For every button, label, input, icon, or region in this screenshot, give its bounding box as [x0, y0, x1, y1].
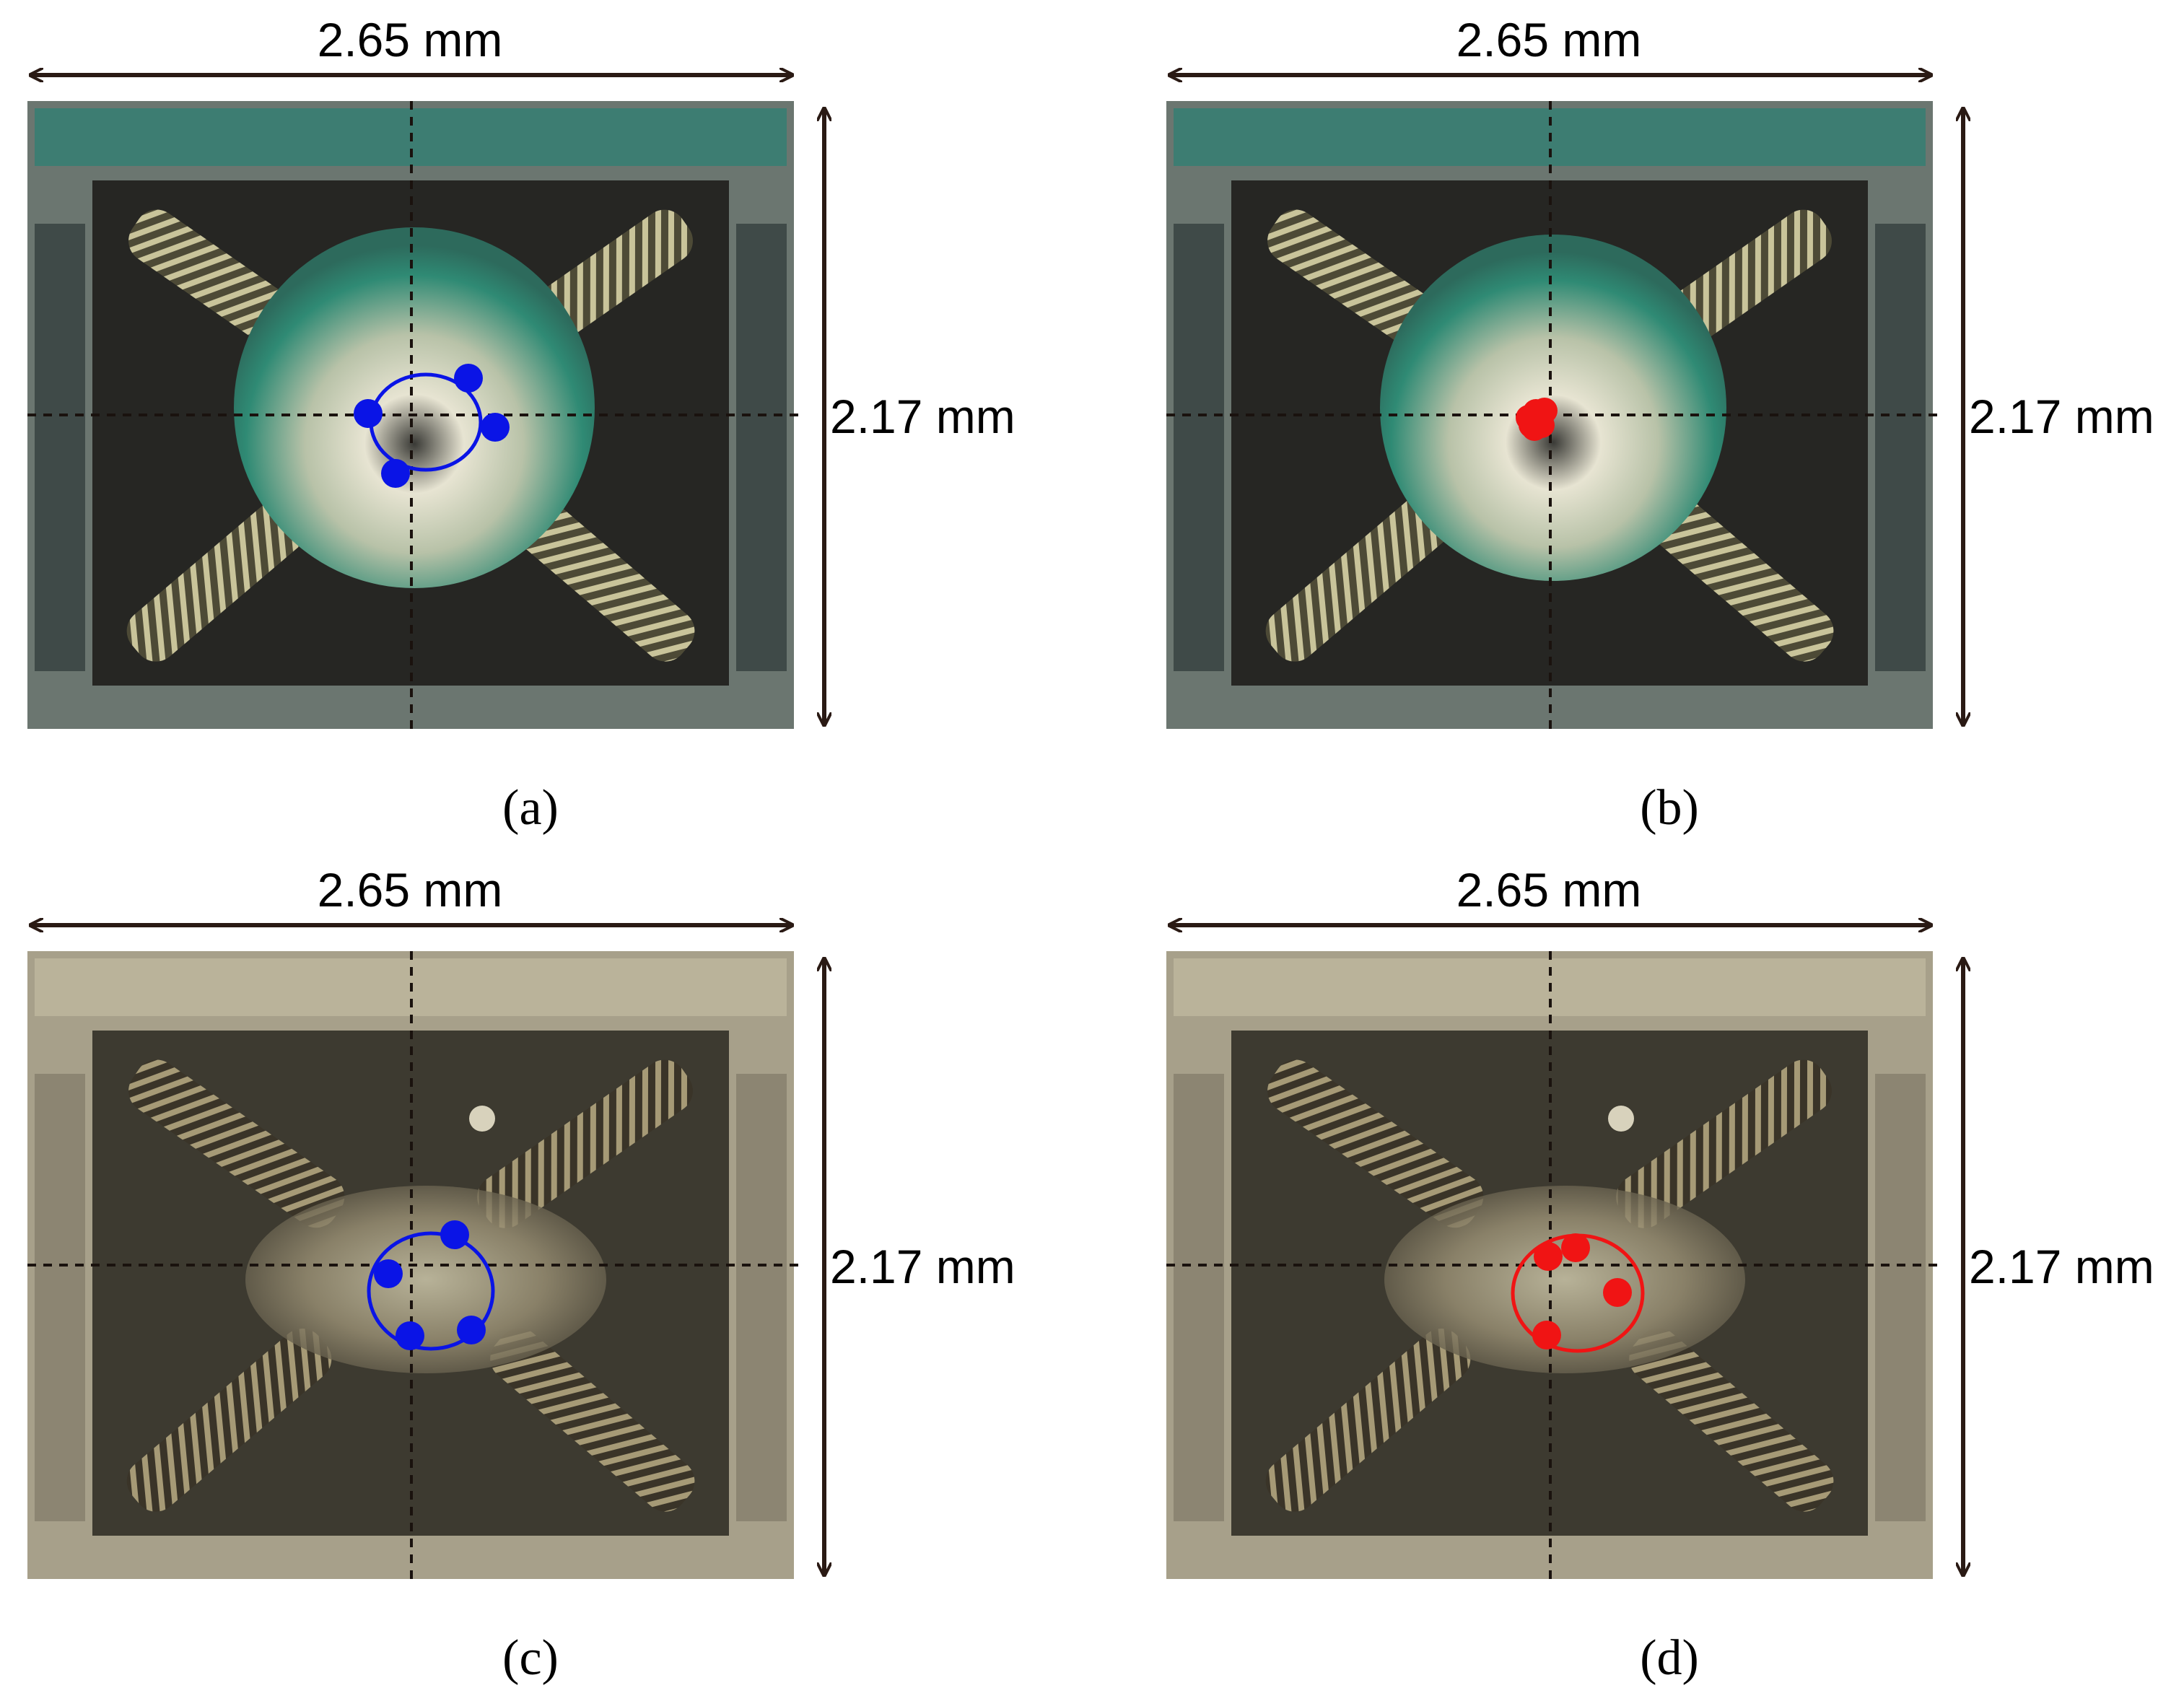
marker-point — [381, 459, 410, 488]
width-label: 2.65 mm — [318, 863, 503, 917]
width-label: 2.65 mm — [1456, 13, 1642, 66]
marker-point — [1519, 412, 1545, 438]
height-label: 2.17 mm — [830, 1240, 1015, 1293]
panel-caption: (c) — [502, 1630, 559, 1686]
marker-point — [354, 399, 383, 428]
marker-point — [481, 413, 510, 442]
marker-trajectory — [1516, 398, 1558, 441]
panel-c: 2.65 mm 2.17 mm (c) — [27, 863, 1015, 1686]
marker-trajectory — [354, 364, 510, 488]
panel-caption: (b) — [1640, 780, 1699, 836]
marker-trajectory — [367, 1220, 495, 1351]
marker-point — [396, 1321, 424, 1350]
panel-b: 2.65 mm 2.17 mm (b) — [1166, 13, 2154, 836]
width-label: 2.65 mm — [1456, 863, 1642, 917]
marker-point — [374, 1259, 403, 1288]
marker-point — [1532, 1321, 1561, 1350]
panel-a: 2.65 mm 2.17 mm (a) — [27, 13, 1015, 836]
marker-point — [1603, 1278, 1632, 1307]
marker-point — [454, 364, 483, 393]
width-label: 2.65 mm — [318, 13, 503, 66]
marker-point — [1561, 1233, 1590, 1262]
trajectory-ring — [367, 1231, 495, 1351]
panel-d: 2.65 mm 2.17 mm (d) — [1166, 863, 2154, 1686]
device-photo — [27, 101, 794, 729]
marker-point — [457, 1316, 486, 1344]
height-label: 2.17 mm — [1969, 390, 2154, 443]
panel-caption: (d) — [1640, 1630, 1699, 1686]
height-label: 2.17 mm — [1969, 1240, 2154, 1293]
marker-point — [1534, 1242, 1563, 1271]
height-label: 2.17 mm — [830, 390, 1015, 443]
panel-caption: (a) — [502, 780, 559, 836]
marker-point — [440, 1220, 469, 1249]
marker-trajectory — [1511, 1233, 1645, 1353]
